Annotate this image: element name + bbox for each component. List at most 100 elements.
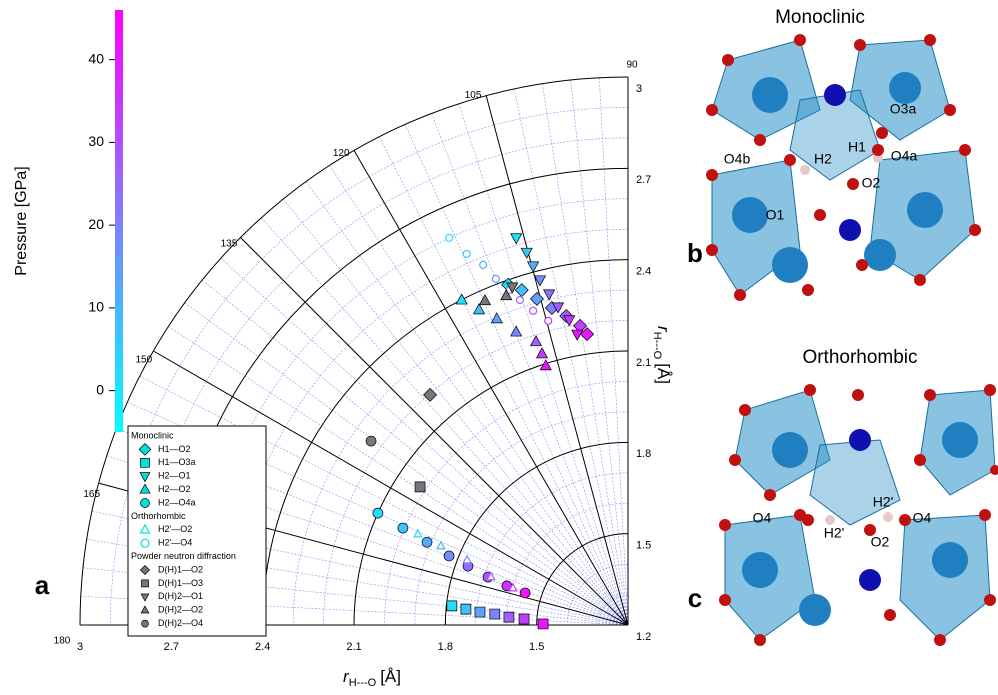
data-point [461,604,471,614]
axis-subscript: H---O [349,677,377,689]
data-point [511,234,522,244]
r-tick-label: 2.7 [636,174,651,186]
data-point [422,537,432,547]
data-point [504,612,514,622]
data-point [537,348,548,358]
legend-label: D(H)2—O4 [158,618,203,628]
legend-label: H2—O1 [158,471,191,481]
data-point [398,523,408,533]
r-tick-label: 1.5 [529,641,544,653]
data-point [530,307,537,314]
theta-tick-label: 150 [135,355,152,366]
atom-label: O3a [890,101,917,117]
data-point [538,619,548,629]
data-point [528,262,539,272]
legend-label: H2'—O4 [158,538,192,548]
axis-label: rH---O[Å] [651,326,672,384]
data-point [474,304,485,314]
data-point [520,588,530,598]
data-point [492,275,499,282]
data-point [444,551,454,561]
legend-marker [141,499,150,508]
legend-label: D(H)1—O2 [158,564,203,574]
legend-label: D(H)2—O1 [158,591,203,601]
colorbar-tick-label: 40 [88,50,104,66]
legend-label: H1—O3a [158,457,196,467]
data-point [491,313,502,323]
data-point [366,436,376,446]
page: Monoclinic b O3a H1 O4a O4b H2 O2 O1 Ort… [0,0,998,695]
atom-label: H2' [824,525,845,541]
legend-label: H2—O4a [158,497,196,507]
grid-spoke [241,238,628,625]
atom-label: O4a [891,148,918,164]
grid-spoke [354,150,628,625]
data-point [463,250,470,257]
data-point [519,614,529,624]
structure-monoclinic [706,34,981,301]
axis-subscript: H---O [651,332,663,360]
colorbar-tick-label: 0 [96,381,104,397]
theta-tick-label: 105 [465,90,482,101]
grid-spoke [486,96,628,625]
data-point [437,542,445,549]
panel-letter: c [688,583,702,613]
r-tick-label: 1.8 [636,448,651,460]
atom-label: H2 [814,151,832,167]
figure: Monoclinic b O3a H1 O4a O4b H2 O2 O1 Ort… [0,0,998,695]
legend-label: H1—O2 [158,444,191,454]
legend-marker [142,620,149,627]
atom-label: O4 [913,510,932,526]
legend-group-title: Powder neutron diffraction [131,551,236,561]
legend-label: H2—O2 [158,484,191,494]
legend-marker [142,580,149,587]
data-point [515,284,528,297]
panel-letter: a [35,570,50,600]
atom-label: H1 [848,139,866,155]
data-point [463,556,471,563]
data-point [545,317,552,324]
atom-label: H2' [873,494,894,510]
r-tick-label: 1.5 [636,540,651,552]
data-point [490,609,500,619]
structure-title: Orthorhombic [802,347,917,368]
colorbar-tick-label: 30 [88,133,104,149]
legend-marker [141,458,150,467]
r-tick-label: 2.4 [255,641,270,653]
data-point [480,261,487,268]
data-point [456,294,467,304]
r-tick-label: 1.2 [636,631,651,643]
atom-label: O4 [753,510,772,526]
data-point [446,234,453,241]
data-point [414,530,422,537]
r-tick-label: 3 [636,83,642,95]
colorbar-label: Pressure [GPa] [13,166,30,275]
atom-label: O2 [862,175,881,191]
data-point [424,388,437,401]
r-tick-label: 2.4 [636,266,651,278]
r-tick-label: 2.1 [346,641,361,653]
legend-group-title: Orthorhombic [131,511,186,521]
atom-label: O1 [766,207,785,223]
legend-label: H2'—O2 [158,524,192,534]
colorbar [115,10,123,432]
data-point [511,326,522,336]
theta-tick-label: 120 [333,148,350,159]
atom-label: O4b [724,151,751,167]
panel-letter: b [687,238,703,268]
data-point [544,290,555,300]
data-point [373,508,383,518]
axis-unit: [Å] [654,363,673,384]
theta-tick-label: 180 [54,636,71,647]
data-point [479,295,490,305]
r-tick-label: 2.7 [164,641,179,653]
data-point [415,482,425,492]
data-point [521,248,532,258]
theta-tick-label: 90 [626,60,638,71]
theta-tick-label: 135 [221,238,238,249]
data-point [572,330,583,340]
axis-unit: [Å] [380,667,401,686]
axis-label: rH---O[Å] [343,667,401,688]
data-point [475,607,485,617]
r-tick-label: 1.8 [438,641,453,653]
